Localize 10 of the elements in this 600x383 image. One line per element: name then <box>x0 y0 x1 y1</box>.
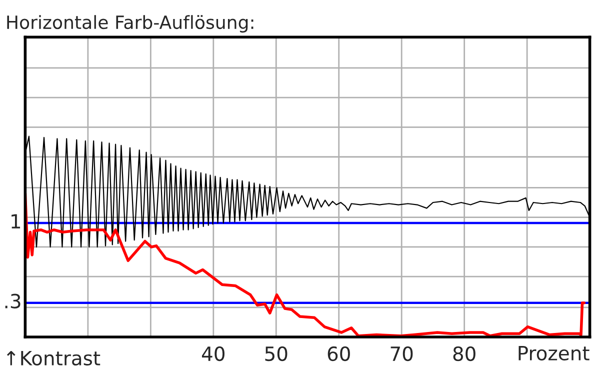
text: ↑Kontrast <box>6 350 100 366</box>
x-tick-label: 70 <box>390 346 413 362</box>
x-tick-label: 50 <box>265 346 288 362</box>
x-axis-title: Prozent <box>518 346 590 360</box>
x-tick-label: 40 <box>202 346 224 362</box>
x-tick-label: 60 <box>328 346 350 362</box>
x-tick-label: 80 <box>453 346 476 362</box>
chart-title: Horizontale Farb-Auflösung: <box>7 15 254 33</box>
ref-line-label: .3 <box>5 294 20 308</box>
ref-line-label: 1 <box>12 214 20 228</box>
